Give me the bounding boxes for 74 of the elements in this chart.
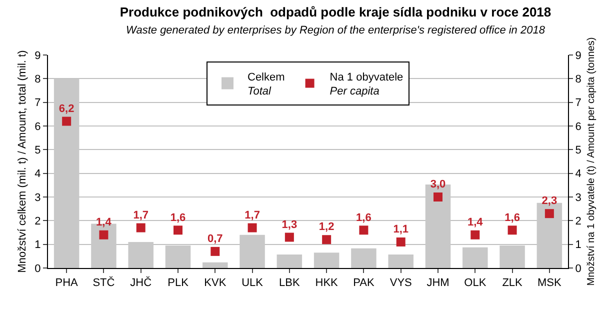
- data-label: 2,3: [542, 195, 558, 208]
- data-label: 1,7: [133, 209, 149, 222]
- y-tick-label: 5: [34, 144, 41, 157]
- point: [99, 230, 108, 240]
- legend-label: Na 1 obyvatele Per capita: [330, 71, 404, 98]
- data-label: 1,2: [318, 221, 334, 234]
- y-tick-label: 6: [34, 120, 41, 133]
- y-tick-label: 8: [34, 74, 41, 86]
- x-tick-label: HKK: [315, 277, 339, 290]
- x-tick-label: VYS: [390, 277, 412, 290]
- y-axis-title: Množství celkem (mil. t) / Amount, total (mil. t): [16, 50, 28, 273]
- point: [544, 209, 554, 218]
- data-label: 1,3: [282, 218, 298, 231]
- chart-title: Produkce podnikových odpadů podle kraje sídla podniku v roce 2018: [120, 4, 552, 20]
- y2-tick-label: 8: [575, 74, 582, 86]
- point: [62, 116, 72, 126]
- y2-axis-title: Množství na 1 obyvatele (t) / Amount per capita (tonnes): [586, 37, 597, 286]
- bar: [388, 254, 414, 268]
- y-tick-label: 0: [34, 262, 41, 275]
- x-tick-label: KVK: [204, 277, 227, 290]
- point: [284, 232, 294, 242]
- chart-subtitle: Waste generated by enterprises by Region of the enterprise's registered office in 2018: [126, 24, 546, 36]
- y2-tick-label: 1: [575, 239, 582, 252]
- data-label: 1,4: [467, 216, 484, 228]
- y2-tick-label: 5: [575, 144, 582, 157]
- y2-tick-label: 9: [575, 50, 582, 62]
- y2-tick-label: 0: [575, 262, 582, 275]
- point: [434, 192, 442, 202]
- x-tick-label: PAK: [353, 277, 375, 290]
- y2-tick-label: 7: [575, 97, 582, 110]
- x-tick-label: STČ: [92, 276, 115, 290]
- y2-tick-label: 2: [575, 216, 582, 228]
- point: [470, 230, 480, 240]
- point: [322, 235, 332, 244]
- data-label: 1,6: [170, 212, 186, 224]
- x-tick-label: OLK: [464, 277, 487, 290]
- y-tick-label: 2: [34, 216, 41, 228]
- x-tick-label: JHM: [426, 277, 450, 290]
- x-tick-label: LBK: [279, 277, 300, 290]
- y2-tick-label: 4: [575, 168, 582, 180]
- data-label: 1,6: [356, 212, 372, 224]
- point: [248, 223, 257, 232]
- data-label: 1,4: [96, 216, 112, 228]
- x-tick-label: MSK: [538, 277, 562, 290]
- point: [136, 223, 146, 232]
- x-tick-label: PLK: [168, 277, 190, 290]
- y-tick-label: 9: [34, 50, 41, 62]
- bar: [314, 252, 340, 268]
- bar: [276, 254, 302, 268]
- y-tick-label: 3: [34, 192, 41, 204]
- bar: [462, 247, 488, 268]
- data-label: 0,7: [207, 233, 223, 246]
- point: [210, 246, 220, 256]
- y2-tick-label: 3: [575, 192, 582, 204]
- data-label: 1,7: [244, 209, 260, 222]
- bar: [351, 248, 376, 268]
- point: [359, 226, 368, 235]
- y-tick-label: 7: [34, 97, 41, 110]
- data-label: 1,1: [393, 224, 409, 236]
- x-tick-label: ULK: [242, 277, 264, 290]
- y-tick-label: 4: [34, 168, 41, 180]
- data-label: 3,0: [430, 178, 446, 191]
- legend-label: Celkem Total: [248, 71, 285, 98]
- x-tick-label: ZLK: [502, 277, 524, 290]
- y-tick-label: 1: [34, 239, 41, 252]
- bar: [202, 262, 228, 268]
- data-label: 6,2: [58, 102, 74, 115]
- point: [508, 226, 517, 235]
- point: [396, 237, 406, 246]
- point: [174, 226, 182, 235]
- x-tick-label: PHA: [55, 277, 79, 290]
- data-label: 1,6: [504, 212, 520, 224]
- x-tick-label: JHČ: [130, 276, 152, 290]
- y2-tick-label: 6: [575, 120, 582, 133]
